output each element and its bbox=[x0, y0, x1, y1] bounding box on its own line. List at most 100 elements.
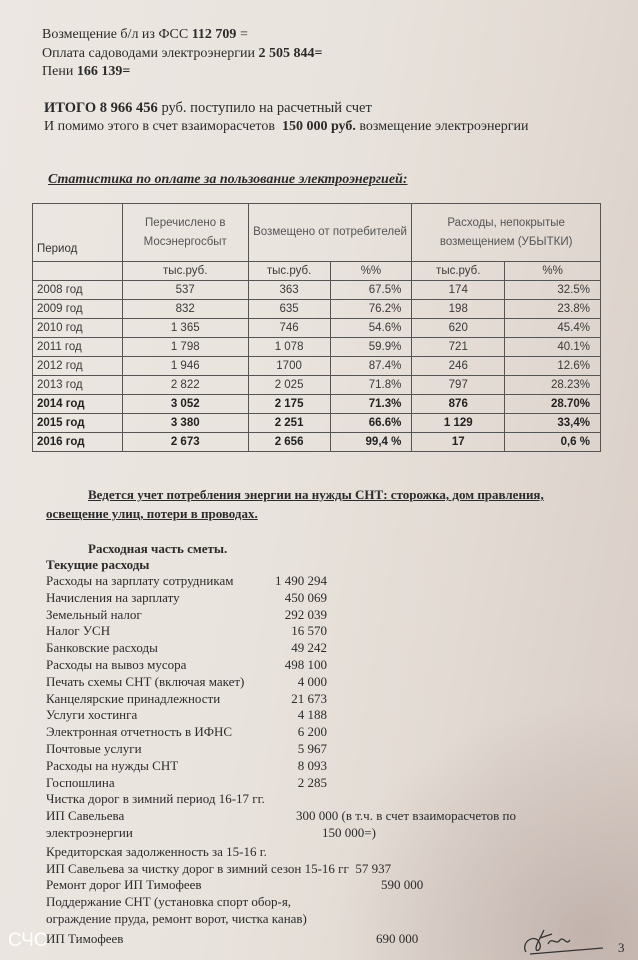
expense-item: Печать схемы СНТ (включая макет) 4 000 bbox=[46, 674, 391, 691]
value: 57 937 bbox=[355, 860, 392, 876]
header-unit: тыс.руб. bbox=[247, 261, 331, 281]
transferred-cell: 2 822 bbox=[121, 375, 249, 395]
header-pct: %% bbox=[329, 261, 413, 281]
losses-cell: 876 bbox=[411, 394, 506, 414]
expense-label: Расходы на вывоз мусора bbox=[46, 656, 187, 672]
extra-value: 150 000 руб. bbox=[281, 119, 356, 134]
losses-cell: 1 129 bbox=[411, 413, 506, 433]
expense-item: Земельный налог 292 039 bbox=[46, 607, 391, 624]
stats-table: Период Перечислено в Мосэнергосбыт Возме… bbox=[32, 203, 601, 452]
table-row: 2009 год 832 635 76.2% 198 23.8% bbox=[32, 299, 601, 319]
transferred-cell: 1 798 bbox=[121, 337, 249, 357]
support-line2: ограждение пруда, ремонт ворот, чистка к… bbox=[46, 911, 391, 928]
expense-value: 8 093 bbox=[297, 757, 327, 773]
support-row: ИП Тимофеев 690 000 bbox=[46, 931, 418, 948]
expense-item: Расходы на вывоз мусора 498 100 bbox=[46, 657, 391, 674]
transferred-cell: 3 052 bbox=[121, 394, 249, 414]
expense-item: Начисления на зарплату 450 069 bbox=[46, 590, 391, 607]
label: ограждение пруда, ремонт ворот, чистка к… bbox=[46, 910, 307, 926]
label: Кредиторская задолженность за 15-16 г. bbox=[46, 843, 267, 859]
expense-label: Почтовые услуги bbox=[46, 740, 142, 756]
expense-label: Налог УСН bbox=[46, 623, 111, 639]
losses-cell: 17 bbox=[411, 432, 506, 452]
total-suffix: руб. поступило на расчетный счет bbox=[161, 100, 372, 116]
losses-cell: 246 bbox=[411, 356, 506, 376]
header-reimbursed: Возмещено от потребителей bbox=[247, 203, 413, 262]
transferred-cell: 1 365 bbox=[121, 318, 249, 338]
value: 112 709 bbox=[191, 27, 237, 42]
reimbursed-cell: 363 bbox=[247, 280, 331, 300]
losses-pct-cell: 23.8% bbox=[504, 299, 601, 319]
expense-value: 21 673 bbox=[291, 690, 327, 706]
losses-cell: 620 bbox=[411, 318, 506, 338]
reimbursed-cell: 2 251 bbox=[247, 413, 331, 433]
intro-line-fss: Возмещение б/л из ФСС 112 709 = bbox=[42, 27, 248, 43]
losses-pct-cell: 40.1% bbox=[504, 337, 601, 357]
expense-item: Расходы на зарплату сотрудникам 1 490 294 bbox=[46, 573, 391, 590]
debt-row: ИП Савельева за чистку дорог в зимний се… bbox=[46, 861, 391, 878]
losses-cell: 198 bbox=[411, 299, 506, 319]
expense-item: Услуги хостинга 4 188 bbox=[46, 707, 391, 724]
losses-pct-cell: 12.6% bbox=[504, 356, 601, 376]
table-row: 2015 год 3 380 2 251 66.6% 1 129 33,4% bbox=[32, 413, 601, 433]
reimbursed-cell: 1 078 bbox=[247, 337, 331, 357]
reimbursed-cell: 2 175 bbox=[247, 394, 331, 414]
label: электроэнергии bbox=[46, 824, 133, 840]
header-pct: %% bbox=[504, 261, 601, 281]
expense-list: Расходы на зарплату сотрудникам 1 490 294… bbox=[46, 573, 516, 948]
header-empty bbox=[32, 261, 123, 281]
expense-label: Услуги хостинга bbox=[46, 707, 138, 723]
expense-label: Госпошлина bbox=[46, 774, 115, 790]
label: Чистка дорог в зимний период 16-17 гг. bbox=[46, 791, 265, 807]
expense-value: 16 570 bbox=[291, 623, 327, 639]
reimbursed-pct-cell: 87.4% bbox=[329, 356, 413, 376]
period-cell: 2009 год bbox=[32, 299, 123, 319]
label: Поддержание СНТ (установка спорт обор-я, bbox=[46, 894, 292, 910]
losses-pct-cell: 28.23% bbox=[504, 375, 601, 395]
page-number: 3 bbox=[618, 940, 625, 955]
intro-total: ИТОГО 8 966 456 руб. поступило на расчет… bbox=[44, 100, 372, 117]
support-line1: Поддержание СНТ (установка спорт обор-я, bbox=[46, 894, 391, 911]
reimbursed-pct-cell: 54.6% bbox=[329, 318, 413, 338]
expense-label: Электронная отчетность в ИФНС bbox=[46, 724, 233, 740]
table-row: 2014 год 3 052 2 175 71.3% 876 28.70% bbox=[32, 394, 601, 414]
total-value: ИТОГО 8 966 456 bbox=[44, 100, 158, 116]
losses-pct-cell: 32.5% bbox=[504, 280, 601, 300]
value: 2 505 844= bbox=[258, 46, 323, 61]
table-row: 2011 год 1 798 1 078 59.9% 721 40.1% bbox=[32, 337, 601, 357]
reimbursed-cell: 1700 bbox=[247, 356, 331, 376]
value: 300 000 (в т.ч. в счет взаиморасчетов по bbox=[296, 808, 517, 824]
extra-prefix: И помимо этого в счет взаиморасчетов bbox=[44, 119, 275, 134]
period-cell: 2013 год bbox=[32, 375, 123, 395]
header-losses: Расходы, непокрытые возмещением (УБЫТКИ) bbox=[411, 203, 601, 262]
losses-pct-cell: 0,6 % bbox=[504, 432, 601, 452]
table-row: 2016 год 2 673 2 656 99,4 % 17 0,6 % bbox=[32, 432, 601, 452]
reimbursed-cell: 746 bbox=[247, 318, 331, 338]
label: ИП Савельева за чистку дорог в зимний се… bbox=[46, 860, 349, 876]
transferred-cell: 832 bbox=[121, 299, 249, 319]
period-cell: 2008 год bbox=[32, 280, 123, 300]
label: Оплата садоводами электроэнергии bbox=[42, 46, 255, 61]
intro-line-penalty: Пени 166 139= bbox=[42, 64, 130, 80]
reimbursed-pct-cell: 76.2% bbox=[329, 299, 413, 319]
reimbursed-cell: 2 656 bbox=[247, 432, 331, 452]
losses-cell: 721 bbox=[411, 337, 506, 357]
savelieva-row-2: электроэнергии 150 000=) bbox=[46, 825, 391, 842]
expense-value: 292 039 bbox=[284, 606, 327, 622]
period-cell: 2010 год bbox=[32, 318, 123, 338]
expense-value: 1 490 294 bbox=[275, 573, 327, 588]
expense-item: Электронная отчетность в ИФНС 6 200 bbox=[46, 724, 391, 741]
expense-value: 2 285 bbox=[297, 774, 327, 790]
stats-body: 2008 год 537 363 67.5% 174 32.5% 2009 год 832 63… bbox=[32, 280, 601, 452]
watermark: СЧС bbox=[8, 930, 48, 951]
expense-item: Налог УСН 16 570 bbox=[46, 623, 391, 640]
reimbursed-cell: 2 025 bbox=[247, 375, 331, 395]
losses-pct-cell: 45.4% bbox=[504, 318, 601, 338]
expense-item: Почтовые услуги 5 967 bbox=[46, 741, 391, 758]
period-cell: 2014 год bbox=[32, 394, 123, 414]
expense-item: Канцелярские принадлежности 21 673 bbox=[46, 691, 391, 708]
table-row: 2008 год 537 363 67.5% 174 32.5% bbox=[32, 280, 601, 300]
losses-pct-cell: 33,4% bbox=[504, 413, 601, 433]
period-cell: 2012 год bbox=[32, 356, 123, 376]
expense-label: Расходы на зарплату сотрудникам bbox=[46, 573, 234, 588]
